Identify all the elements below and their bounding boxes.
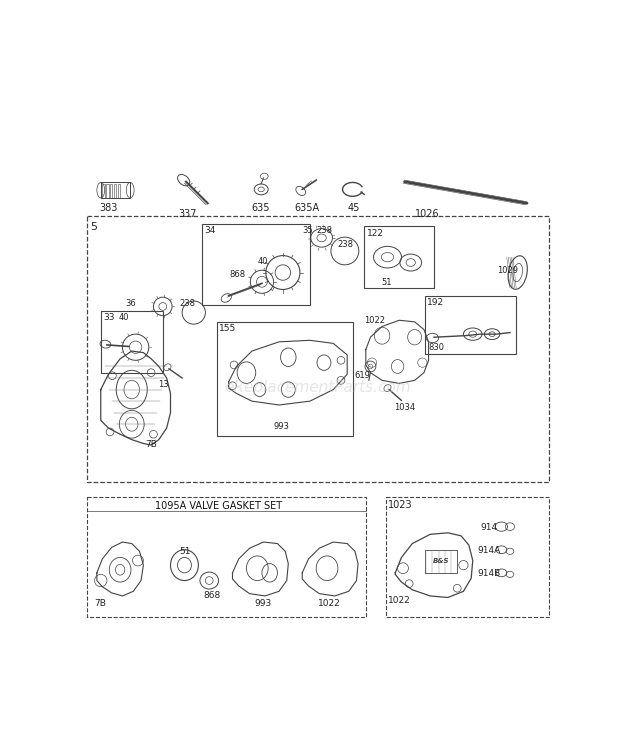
Bar bbox=[87, 217, 549, 482]
Text: 33: 33 bbox=[103, 313, 115, 322]
Text: B&S: B&S bbox=[433, 558, 450, 564]
Text: 5: 5 bbox=[90, 222, 97, 231]
Bar bbox=[100, 311, 162, 373]
Bar bbox=[425, 550, 458, 573]
Text: 35: 35 bbox=[303, 225, 313, 234]
Bar bbox=[114, 184, 117, 198]
Bar bbox=[106, 184, 108, 198]
Text: eReplacementParts.com: eReplacementParts.com bbox=[224, 379, 411, 394]
Text: 238: 238 bbox=[180, 299, 196, 308]
Text: 868: 868 bbox=[229, 270, 246, 279]
Text: 51: 51 bbox=[179, 548, 190, 557]
Text: 34: 34 bbox=[204, 226, 215, 235]
Bar bbox=[217, 322, 353, 436]
Text: 51: 51 bbox=[381, 278, 392, 287]
Text: 830: 830 bbox=[428, 344, 445, 353]
Text: 1022: 1022 bbox=[365, 315, 385, 324]
Text: 40: 40 bbox=[118, 313, 129, 322]
Text: 635: 635 bbox=[252, 203, 270, 214]
Text: 7B: 7B bbox=[94, 599, 107, 608]
Bar bbox=[118, 184, 120, 198]
Text: 914: 914 bbox=[480, 523, 498, 532]
Bar bbox=[386, 498, 549, 617]
Bar bbox=[202, 224, 310, 305]
Text: 993: 993 bbox=[254, 599, 272, 608]
Text: 192: 192 bbox=[427, 298, 444, 307]
Text: 993: 993 bbox=[273, 422, 290, 431]
Text: 7B: 7B bbox=[146, 440, 157, 449]
Text: 1029: 1029 bbox=[497, 266, 518, 275]
Text: 383: 383 bbox=[99, 203, 118, 214]
Bar bbox=[425, 295, 516, 354]
Text: 1034: 1034 bbox=[394, 403, 415, 412]
Text: 619: 619 bbox=[354, 371, 370, 380]
Bar bbox=[110, 184, 112, 198]
Text: 1022: 1022 bbox=[388, 596, 410, 605]
Bar bbox=[102, 184, 105, 198]
Text: 122: 122 bbox=[366, 228, 384, 237]
Bar bbox=[100, 182, 130, 198]
Text: 155: 155 bbox=[219, 324, 237, 333]
Text: 238: 238 bbox=[337, 240, 353, 249]
Text: 635A: 635A bbox=[294, 203, 320, 214]
Bar bbox=[365, 226, 434, 288]
Text: 40: 40 bbox=[257, 257, 268, 266]
Text: 36: 36 bbox=[125, 299, 136, 308]
Text: 868: 868 bbox=[203, 591, 220, 600]
Text: 337: 337 bbox=[179, 208, 197, 219]
Text: 914A: 914A bbox=[477, 546, 501, 555]
Text: 1022: 1022 bbox=[317, 599, 340, 608]
Text: 45: 45 bbox=[347, 203, 360, 214]
Text: 1026: 1026 bbox=[415, 208, 439, 219]
Text: 1095A VALVE GASKET SET: 1095A VALVE GASKET SET bbox=[155, 501, 282, 511]
Bar bbox=[87, 498, 366, 617]
Text: 13: 13 bbox=[158, 380, 169, 389]
Text: 914B: 914B bbox=[477, 569, 501, 578]
Text: 1023: 1023 bbox=[388, 500, 412, 510]
Text: 238: 238 bbox=[316, 225, 332, 234]
